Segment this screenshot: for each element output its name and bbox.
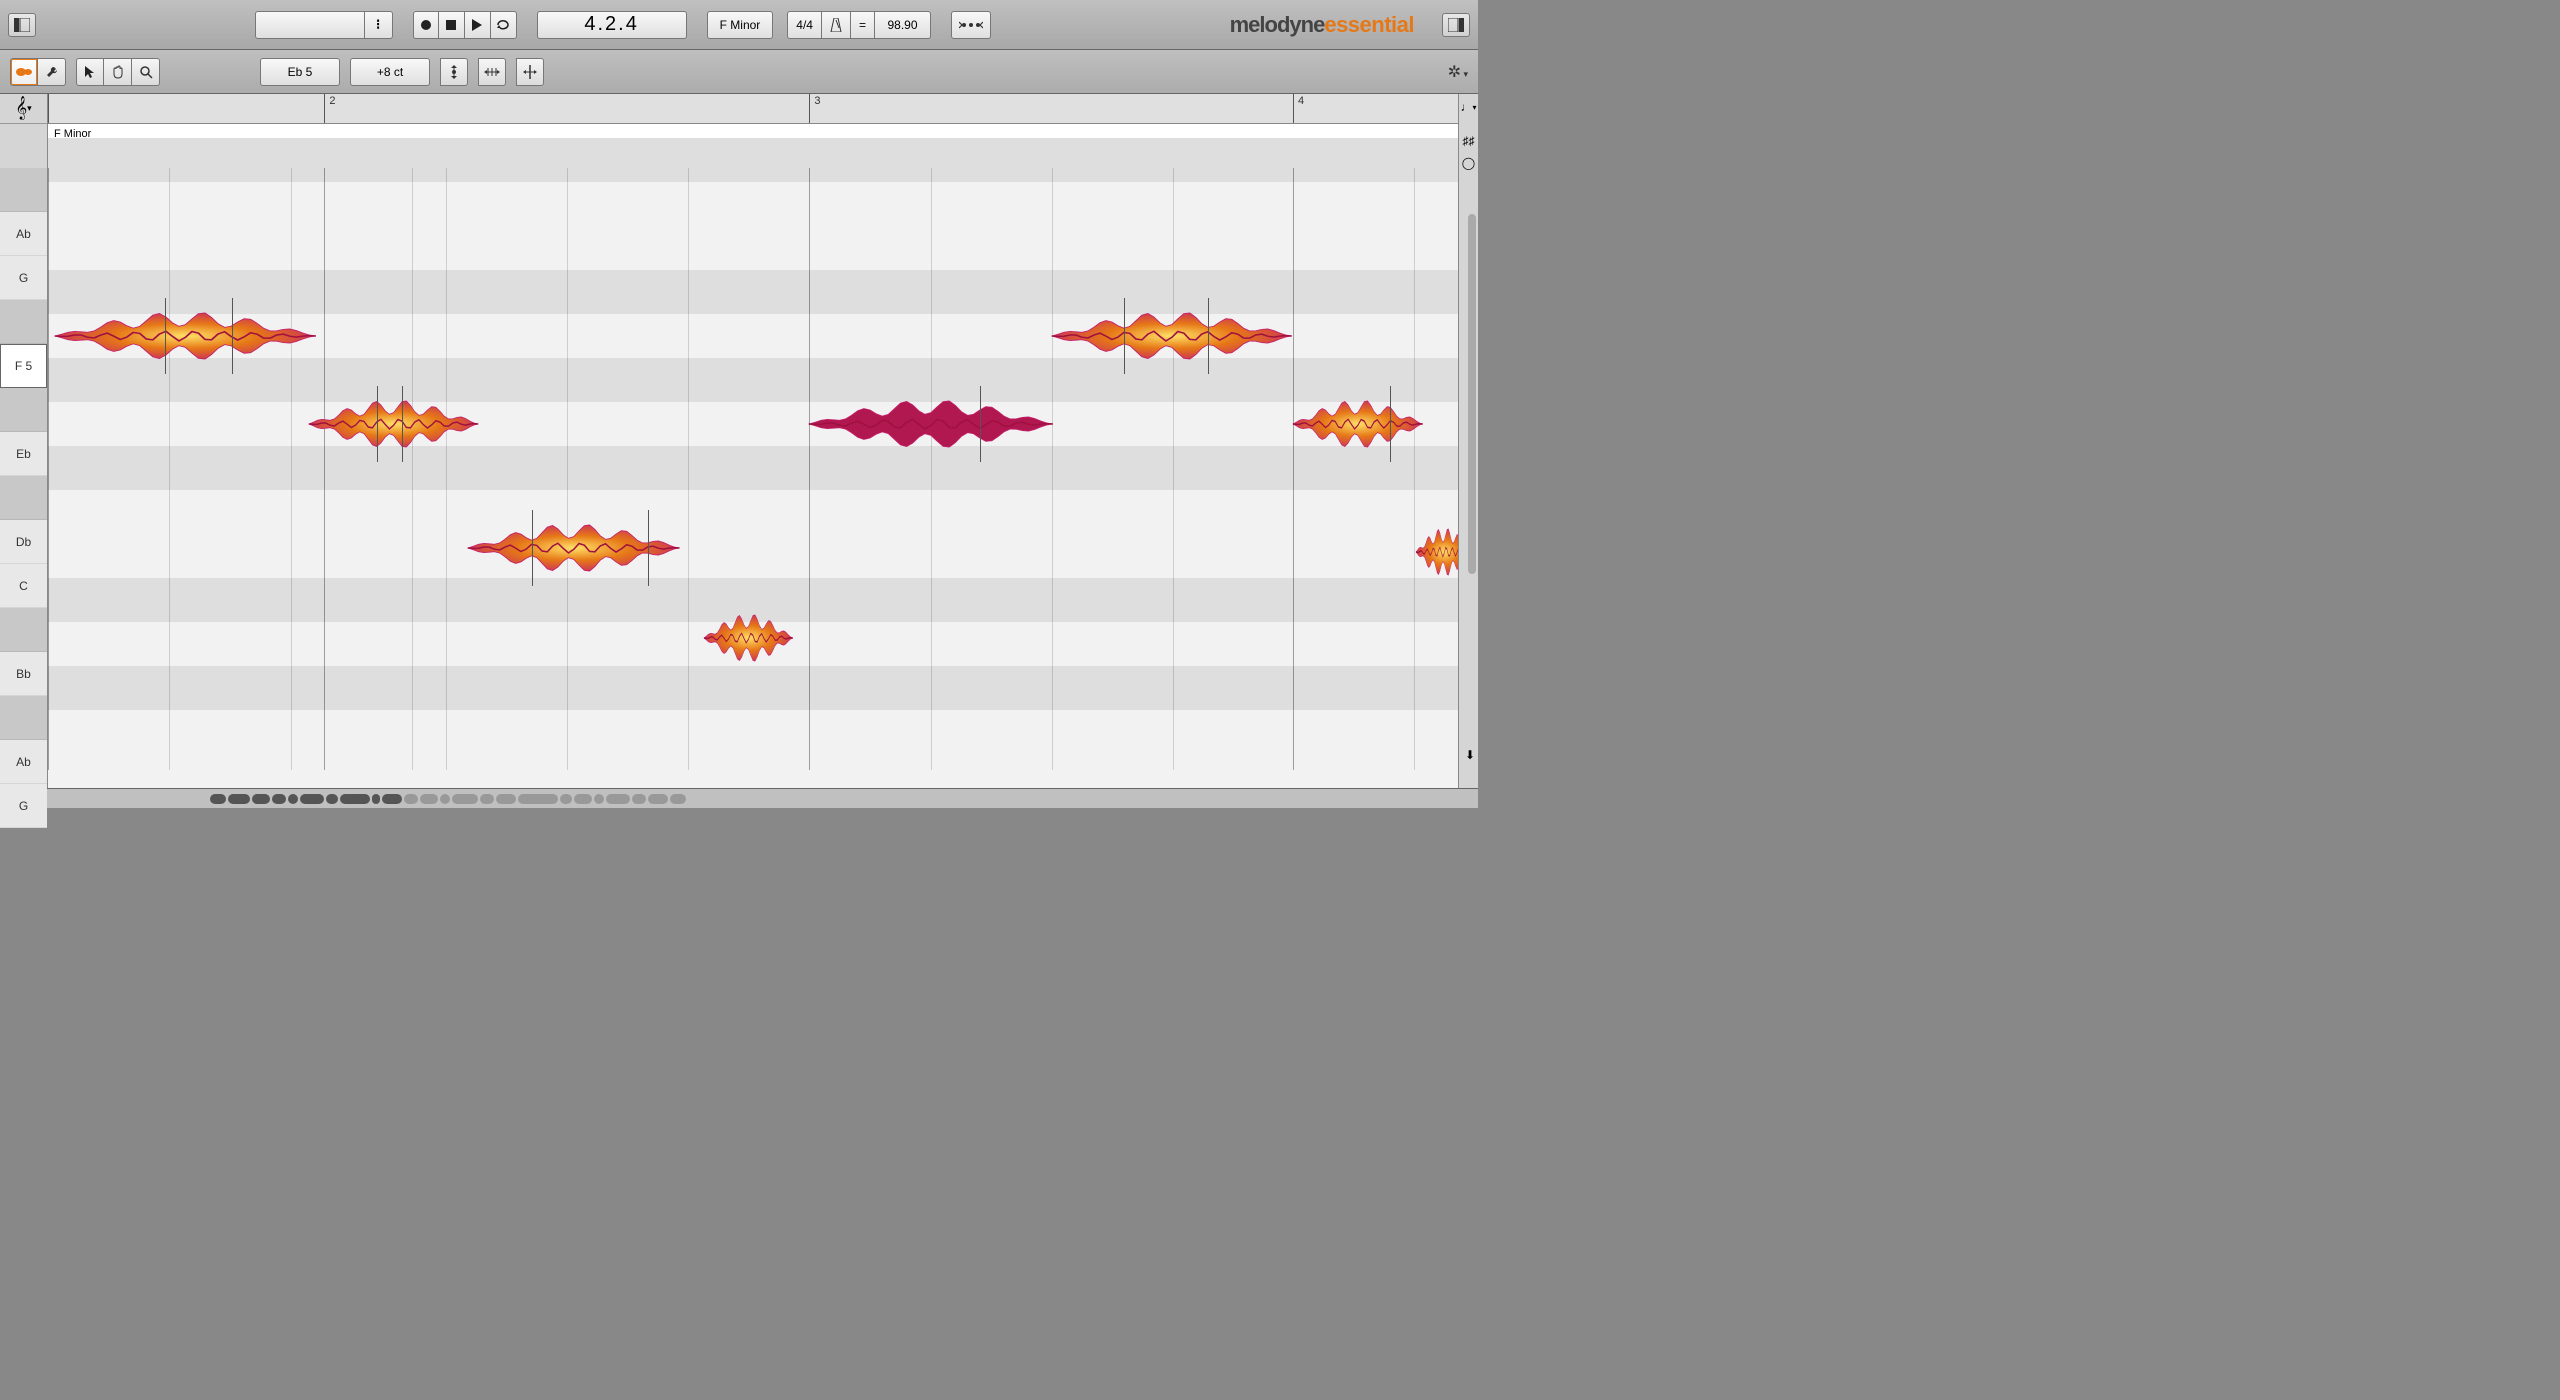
note-blob[interactable]	[309, 394, 478, 454]
pitch-label[interactable]: C	[0, 564, 47, 608]
note-area[interactable]	[48, 168, 1458, 770]
pitch-label[interactable]	[0, 608, 47, 652]
pointer-tool[interactable]	[76, 58, 104, 86]
blob-tool[interactable]	[10, 58, 38, 86]
bar-ruler[interactable]: 2 3 4	[48, 94, 1458, 124]
pitch-label[interactable]: G	[0, 256, 47, 300]
topbar: ⁝ 4.2.4 F Minor 4/4 = 98.90 melodyneesse…	[0, 0, 1478, 50]
cursor-tools	[76, 58, 160, 86]
hand-tool[interactable]	[104, 58, 132, 86]
track-name[interactable]	[255, 11, 365, 39]
position-display[interactable]: 4.2.4	[537, 11, 687, 39]
timing-tool[interactable]	[478, 58, 506, 86]
pitch-label[interactable]: Eb	[0, 432, 47, 476]
right-panel-toggle[interactable]	[1442, 13, 1470, 37]
pitch-label[interactable]: Bb	[0, 652, 47, 696]
note-value-icon[interactable]: ♩▾	[1460, 98, 1478, 116]
note-cents-display[interactable]: +8 ct	[350, 58, 430, 86]
pitch-ruler: 𝄞▾ AbGF 5EbDbCBbAbG ♯♭	[0, 94, 48, 788]
transport-controls	[413, 11, 517, 39]
note-blob[interactable]	[1293, 394, 1423, 454]
pitch-label[interactable]	[0, 300, 47, 344]
cycle-button[interactable]	[491, 11, 517, 39]
note-blob[interactable]	[704, 608, 793, 668]
logo: melodyneessential	[1230, 12, 1414, 38]
note-blob[interactable]	[468, 518, 680, 578]
note-blob[interactable]	[55, 306, 316, 366]
key-display[interactable]: F Minor	[707, 11, 774, 39]
left-panel-toggle[interactable]	[8, 13, 36, 37]
bar-marker: 4	[1293, 94, 1304, 123]
note-editor[interactable]: 234 F Minor f-c-Ebf-c-	[48, 94, 1458, 788]
pitch-label[interactable]: Db	[0, 520, 47, 564]
clef-icon[interactable]: 𝄞▾	[0, 94, 47, 124]
editor: 𝄞▾ AbGF 5EbDbCBbAbG ♯♭ 234 F Minor f-c-E…	[0, 94, 1478, 788]
mode-tools	[10, 58, 66, 86]
pitch-label[interactable]	[0, 388, 47, 432]
pitch-label[interactable]	[0, 168, 47, 212]
bar-marker: 3	[809, 94, 820, 123]
pitch-label[interactable]: F 5	[0, 344, 47, 388]
bar-marker	[48, 94, 53, 123]
note-pitch-display[interactable]: Eb 5	[260, 58, 340, 86]
sharp-icon[interactable]: ♯♯	[1460, 132, 1478, 150]
zoom-tool[interactable]	[132, 58, 160, 86]
right-gutter: ♩▾ ♯♯ ◯ ⬇	[1458, 94, 1478, 788]
note-blob[interactable]	[1416, 522, 1458, 582]
track-detail-button[interactable]: ⁝	[365, 11, 393, 39]
timesig-display[interactable]: 4/4	[787, 11, 822, 39]
track-header: ⁝	[255, 11, 393, 39]
note-blob[interactable]	[809, 394, 1053, 454]
overview-bar[interactable]	[0, 788, 1478, 808]
settings-menu[interactable]: ✲	[1448, 62, 1468, 82]
mini-waveform[interactable]	[210, 794, 686, 804]
stop-button[interactable]	[439, 11, 465, 39]
correct-pitch-button[interactable]	[951, 11, 991, 39]
pitch-label[interactable]	[0, 476, 47, 520]
toolbar: Eb 5 +8 ct ✲	[0, 50, 1478, 94]
pitch-label[interactable]: Ab	[0, 212, 47, 256]
tuning-icon[interactable]: ◯	[1460, 154, 1478, 172]
separation-tool[interactable]	[516, 58, 544, 86]
pitch-label[interactable]: G	[0, 784, 47, 828]
bar-marker: 2	[324, 94, 335, 123]
pitch-label[interactable]: Ab	[0, 740, 47, 784]
vertical-scrollbar[interactable]	[1468, 214, 1476, 574]
pitch-label[interactable]	[0, 696, 47, 740]
record-button[interactable]	[413, 11, 439, 39]
edit-tools	[440, 58, 468, 86]
metronome-icon[interactable]	[822, 11, 851, 39]
pitch-tool[interactable]	[440, 58, 468, 86]
tempo-display[interactable]: 98.90	[875, 11, 931, 39]
tempo-group: 4/4 = 98.90	[787, 11, 931, 39]
note-blob[interactable]	[1052, 306, 1292, 366]
tempo-eq: =	[851, 11, 875, 39]
scroll-down-icon[interactable]: ⬇	[1461, 746, 1479, 764]
play-button[interactable]	[465, 11, 491, 39]
wrench-tool[interactable]	[38, 58, 66, 86]
